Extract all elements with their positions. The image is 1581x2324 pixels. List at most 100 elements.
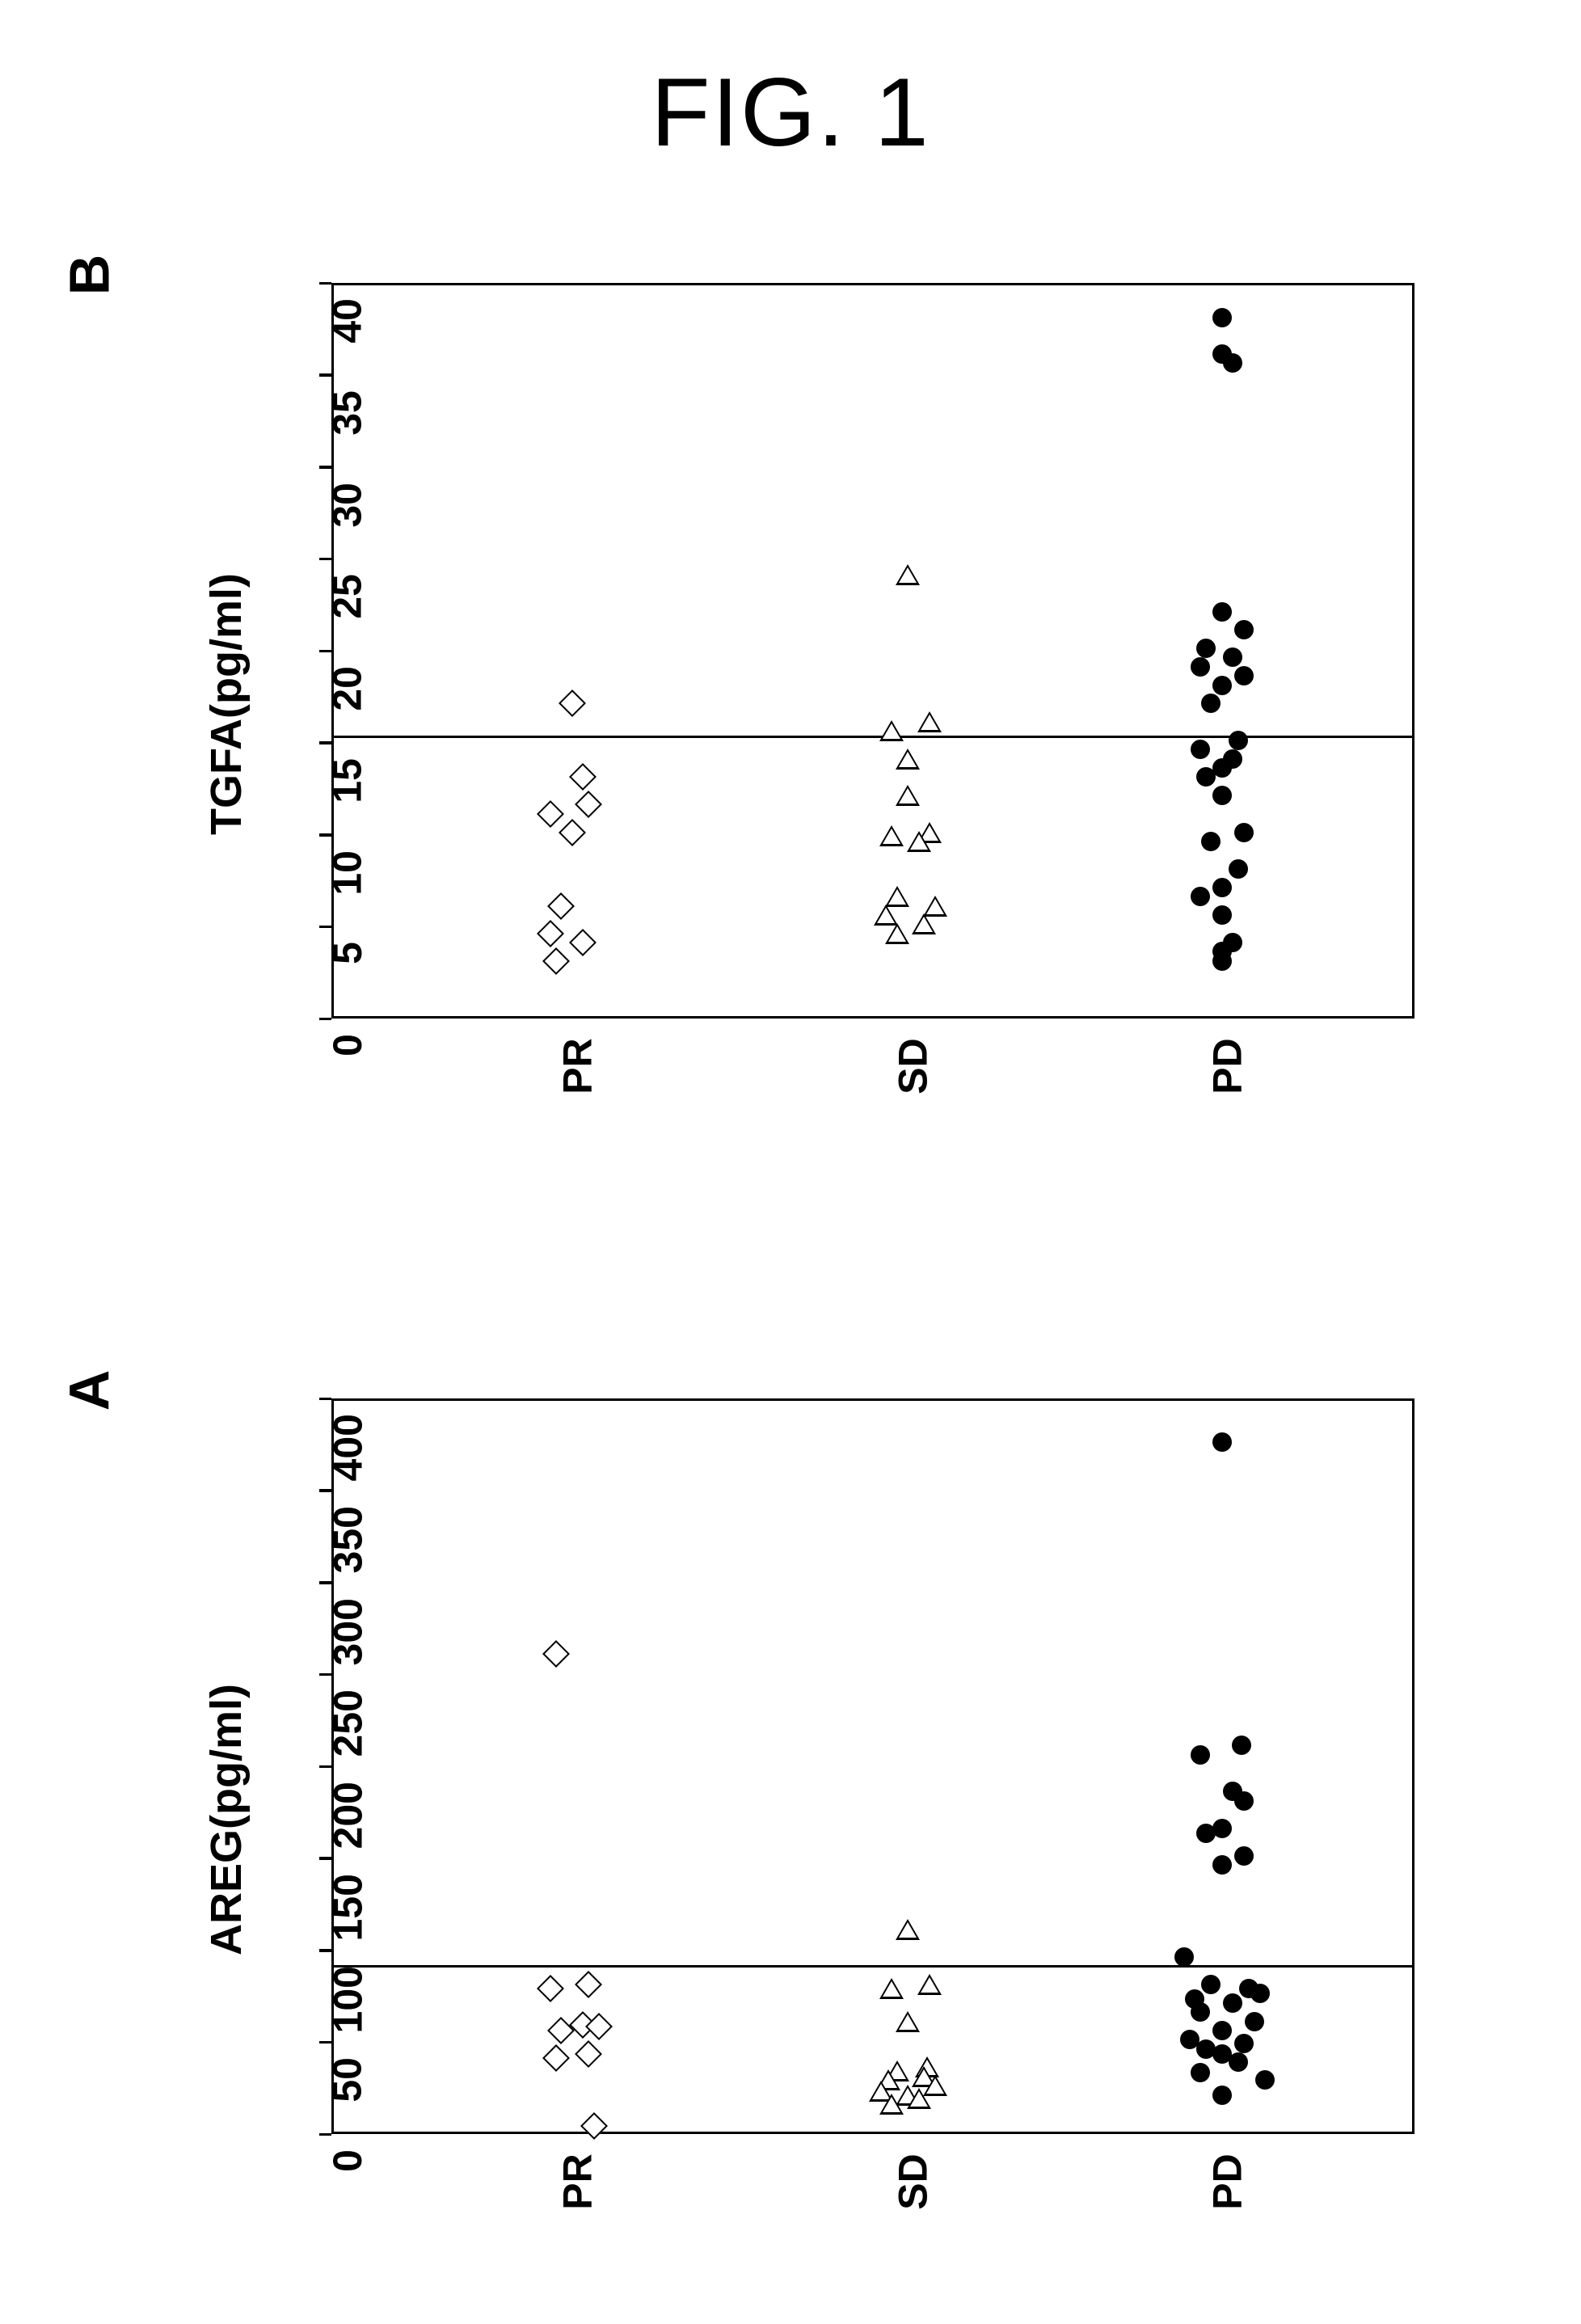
reference-line [334, 1965, 1412, 1968]
data-point [879, 2094, 904, 2115]
y-tick-mark [319, 2133, 331, 2136]
y-tick-mark [319, 558, 331, 561]
y-tick-label: 150 [324, 1874, 371, 1941]
panel-b-y-axis-label: TGFA(pg/ml) [201, 573, 251, 835]
data-point [1229, 2052, 1248, 2072]
data-point [1212, 602, 1232, 622]
y-tick-label: 0 [324, 2149, 371, 2172]
data-point [896, 749, 920, 770]
y-tick-label: 200 [324, 1782, 371, 1849]
data-point [1201, 1975, 1221, 1994]
reference-line [334, 736, 1412, 738]
data-point [1212, 2021, 1232, 2040]
data-point [885, 923, 909, 944]
figure-title: FIG. 1 [651, 57, 930, 168]
y-tick-mark [319, 1673, 331, 1677]
y-tick-mark [319, 1489, 331, 1492]
data-point [896, 564, 920, 585]
data-point [1223, 1993, 1242, 2013]
y-tick-mark [319, 373, 331, 377]
x-category-label: PR [554, 1038, 601, 1094]
data-point [1196, 767, 1216, 787]
y-tick-label: 10 [324, 850, 371, 896]
y-tick-label: 50 [324, 2057, 371, 2103]
data-point [575, 791, 602, 818]
data-point [1212, 1855, 1232, 1875]
figure-container: A AREG(pg/ml) 050100150200250300350400 P… [154, 234, 1447, 2255]
data-point [1196, 1824, 1216, 1843]
y-tick-mark [319, 282, 331, 285]
y-tick-label: 15 [324, 758, 371, 803]
data-point [1223, 353, 1242, 373]
y-tick-label: 400 [324, 1414, 371, 1481]
y-tick-mark [319, 1398, 331, 1401]
data-point [537, 920, 564, 947]
data-point [559, 819, 586, 846]
y-tick-label: 350 [324, 1506, 371, 1573]
data-point [547, 2017, 575, 2044]
data-point [896, 1919, 920, 1940]
data-point [1191, 887, 1210, 906]
data-point [1234, 2034, 1254, 2053]
y-tick-label: 100 [324, 1966, 371, 2033]
data-point [917, 1974, 942, 1995]
y-tick-mark [319, 833, 331, 837]
data-point [879, 1978, 904, 1999]
y-tick-mark [319, 926, 331, 929]
panel-b-label: B [57, 255, 121, 296]
data-point [1212, 676, 1232, 695]
data-point [537, 1975, 564, 2002]
data-point [1245, 2012, 1264, 2031]
data-point [1174, 1947, 1194, 1967]
y-tick-mark [319, 466, 331, 469]
panel-a-plot-area [331, 1398, 1414, 2134]
data-point [1223, 647, 1242, 667]
y-tick-label: 0 [324, 1034, 371, 1057]
data-point [1201, 832, 1221, 851]
data-point [1191, 1745, 1210, 1765]
data-point [907, 2088, 931, 2109]
data-point [1212, 2086, 1232, 2105]
x-category-label: PD [1204, 2153, 1251, 2209]
panel-b: B TGFA(pg/ml) 0510152025303540 PRSDPD [154, 234, 1447, 1124]
x-category-label: SD [890, 1038, 937, 1094]
data-point [1229, 859, 1248, 879]
data-point [1255, 2070, 1275, 2090]
data-point [896, 2011, 920, 2032]
y-tick-label: 300 [324, 1598, 371, 1665]
data-point [1212, 308, 1232, 327]
panel-b-plot-area [331, 283, 1414, 1019]
data-point [537, 800, 564, 828]
x-category-label: PR [554, 2153, 601, 2209]
x-category-label: SD [890, 2153, 937, 2209]
data-point [575, 2040, 602, 2068]
data-point [1191, 657, 1210, 677]
data-point [879, 720, 904, 741]
data-point [1234, 823, 1254, 842]
data-point [1234, 1791, 1254, 1811]
data-point [1201, 694, 1221, 713]
data-point [1212, 878, 1232, 897]
data-point [1212, 786, 1232, 805]
data-point [575, 1971, 602, 1998]
y-tick-label: 250 [324, 1689, 371, 1757]
data-point [1250, 1984, 1270, 2003]
data-point [1234, 620, 1254, 639]
y-tick-mark [319, 1581, 331, 1584]
data-point [907, 831, 931, 852]
data-point [1234, 1846, 1254, 1866]
data-point [1191, 740, 1210, 759]
data-point [1234, 666, 1254, 685]
y-tick-label: 40 [324, 298, 371, 344]
data-point [569, 929, 597, 956]
data-point [879, 825, 904, 846]
x-category-label: PD [1204, 1038, 1251, 1094]
data-point [559, 690, 586, 717]
data-point [547, 892, 575, 920]
y-tick-mark [319, 1765, 331, 1769]
panel-a: A AREG(pg/ml) 050100150200250300350400 P… [154, 1350, 1447, 2239]
data-point [1196, 639, 1216, 658]
panel-a-y-axis-label: AREG(pg/ml) [201, 1684, 251, 1955]
data-point [1212, 951, 1232, 971]
data-point [917, 711, 942, 732]
